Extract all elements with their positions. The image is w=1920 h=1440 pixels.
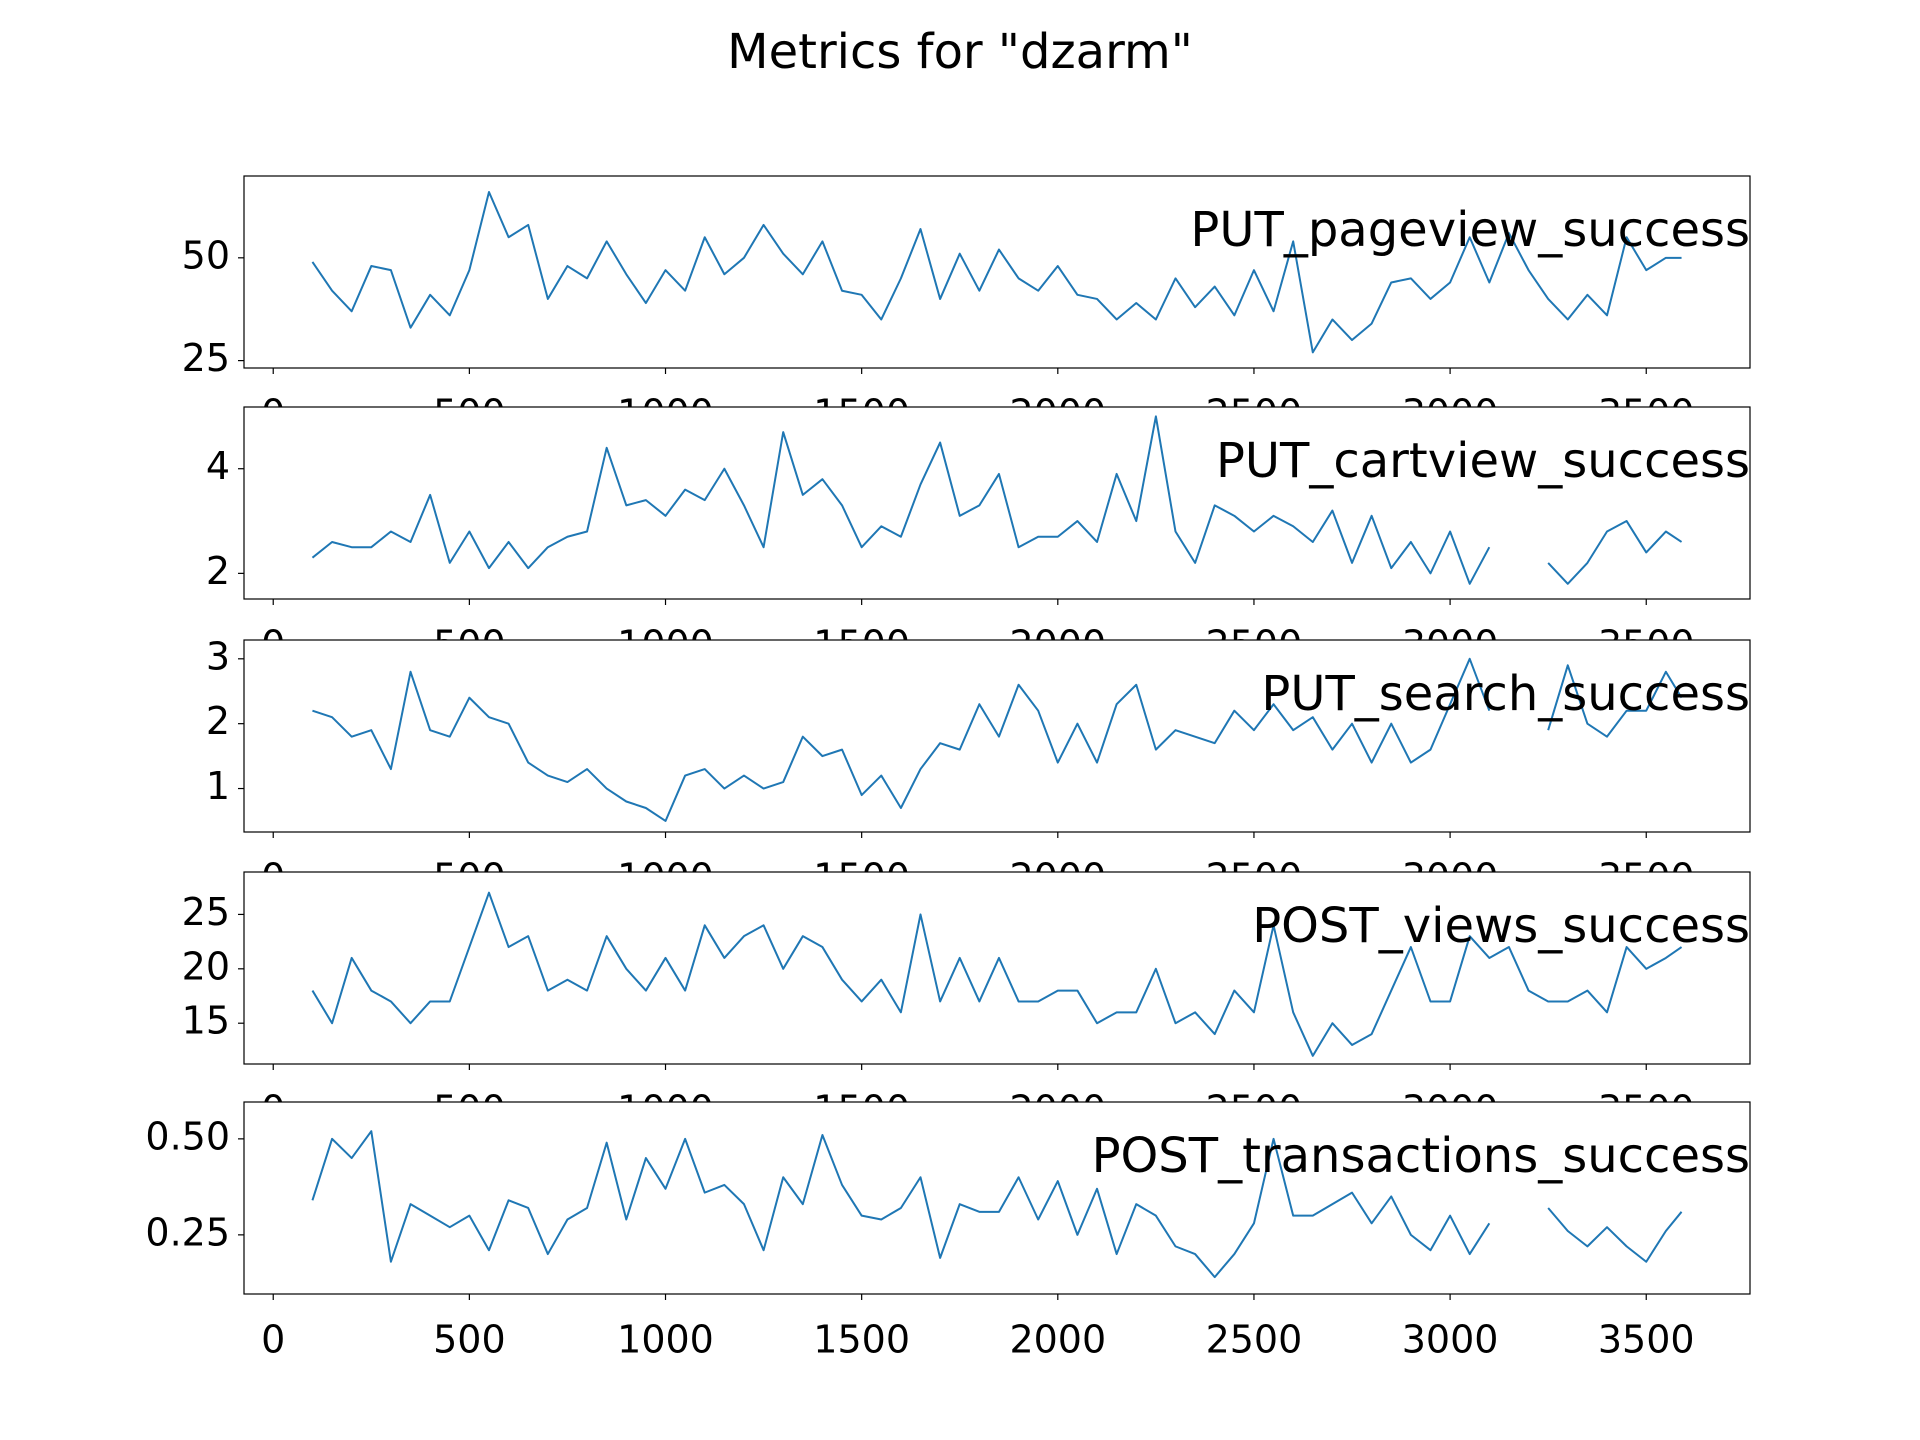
- axes-frame: [243, 639, 1751, 833]
- x-tick-label: 2500: [1206, 1318, 1303, 1362]
- y-tick-label: 3: [206, 634, 230, 678]
- x-tick-label: 3000: [1402, 1318, 1499, 1362]
- series-label: PUT_search_success: [1261, 666, 1750, 722]
- series-label: PUT_pageview_success: [1190, 202, 1750, 258]
- series-label: PUT_cartview_success: [1216, 433, 1750, 489]
- series-label: POST_transactions_success: [1092, 1128, 1750, 1184]
- axes-background: [244, 640, 1750, 832]
- y-tick-label: 25: [182, 890, 230, 934]
- x-tick-label: 1500: [813, 1318, 910, 1362]
- axes-frame: [243, 1101, 1751, 1295]
- axes-frame: [243, 175, 1751, 369]
- figure-title: Metrics for "dzarm": [727, 24, 1193, 80]
- series-line: [312, 657, 1683, 822]
- x-tick-label: 1000: [617, 1318, 714, 1362]
- x-tick-label: 0: [261, 1318, 285, 1362]
- series-label: POST_views_success: [1252, 898, 1750, 954]
- y-tick-label: 4: [206, 444, 230, 488]
- axes-frame: [243, 871, 1751, 1065]
- series-line: [311, 1130, 1683, 1279]
- series-line: [311, 415, 1683, 585]
- y-tick-label: 25: [182, 336, 230, 380]
- y-tick-label: 20: [182, 944, 230, 988]
- y-tick-label: 15: [182, 999, 230, 1043]
- y-tick-label: 2: [206, 699, 230, 743]
- x-tick-label: 3500: [1598, 1318, 1695, 1362]
- axes-background: [244, 407, 1750, 599]
- axes-frame: [243, 406, 1751, 600]
- y-tick-label: 0.50: [145, 1114, 230, 1158]
- series-line: [311, 191, 1682, 354]
- y-tick-label: 2: [206, 549, 230, 593]
- y-tick-label: 0.25: [145, 1210, 230, 1254]
- axes-background: [244, 872, 1750, 1064]
- x-tick-label: 2000: [1009, 1318, 1106, 1362]
- y-tick-label: 50: [182, 233, 230, 277]
- series-line: [311, 891, 1683, 1057]
- axes-background: [244, 1102, 1750, 1294]
- x-tick-label: 500: [433, 1318, 506, 1362]
- y-tick-label: 1: [206, 764, 230, 808]
